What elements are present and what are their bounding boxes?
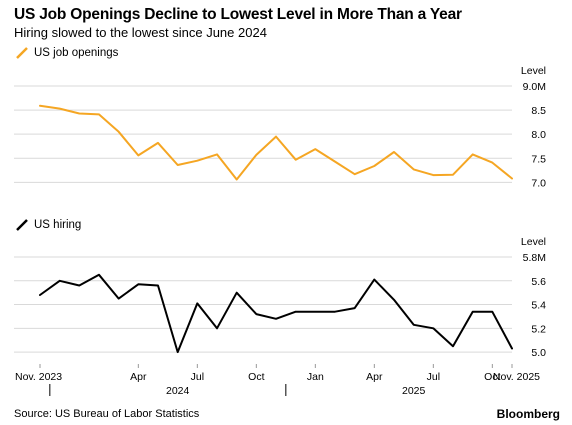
openings-level-label: Level	[521, 65, 546, 77]
x-tick-label: Jul	[427, 371, 440, 383]
legend-openings-swatch	[16, 47, 28, 59]
x-year-label: 2024	[166, 385, 190, 397]
openings-series-line	[39, 104, 513, 181]
x-tick-label: Apr	[366, 371, 383, 383]
legend-openings-label: US job openings	[34, 47, 119, 59]
hiring-ytick-label: 5.6	[531, 276, 546, 288]
legend-hiring: US hiring	[16, 219, 81, 231]
openings-ytick-label: 8.0	[531, 129, 546, 141]
openings-ytick-label: 7.5	[531, 153, 546, 165]
hiring-ytick-label: 5.4	[531, 300, 546, 312]
openings-ytick-label: 8.5	[531, 105, 546, 117]
x-tick-label: Jan	[307, 371, 324, 383]
legend-openings: US job openings	[16, 47, 118, 59]
x-tick-label: Nov. 2025	[493, 371, 540, 383]
hiring-ytick-label: 5.2	[531, 323, 546, 335]
hiring-ytick-label: 5.0	[531, 347, 546, 359]
chart-title: US Job Openings Decline to Lowest Level …	[14, 6, 462, 23]
openings-ytick-label: 9.0M	[523, 81, 546, 93]
legend-hiring-label: US hiring	[34, 219, 82, 231]
openings-ytick-label: 7.0	[531, 177, 546, 189]
x-tick-label: Oct	[248, 371, 264, 383]
source-note: Source: US Bureau of Labor Statistics	[14, 408, 200, 420]
brand-logo: Bloomberg	[496, 407, 560, 421]
chart-subtitle: Hiring slowed to the lowest since June 2…	[14, 25, 267, 40]
hiring-series-line	[39, 273, 513, 354]
x-year-label: 2025	[402, 385, 426, 397]
x-tick-label: Nov. 2023	[15, 371, 62, 383]
x-tick-label: Oct	[484, 371, 500, 383]
hiring-level-label: Level	[521, 236, 546, 248]
hiring-ytick-label: 5.8M	[523, 252, 546, 264]
x-tick-label: Apr	[130, 371, 147, 383]
legend-hiring-swatch	[16, 219, 28, 231]
x-tick-label: Jul	[191, 371, 204, 383]
